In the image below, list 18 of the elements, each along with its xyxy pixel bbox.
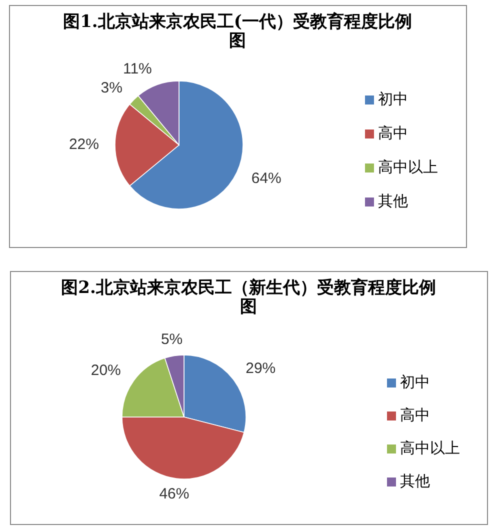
chart-title: 图2.北京站来京农民工（新生代）受教育程度比例图 xyxy=(61,277,436,317)
chart-title: 图1.北京站来京农民工(一代）受教育程度比例图 xyxy=(63,11,412,51)
data-label: 22% xyxy=(68,136,99,153)
legend-label: 高中 xyxy=(378,124,408,142)
data-label: 20% xyxy=(90,362,121,380)
legend-label: 其他 xyxy=(378,192,408,210)
legend-label: 初中 xyxy=(400,373,430,392)
data-label: 29% xyxy=(246,360,276,378)
data-label: 3% xyxy=(100,79,122,96)
data-label: 46% xyxy=(159,485,190,502)
legend-label: 其他 xyxy=(400,472,430,490)
data-label: 5% xyxy=(160,330,183,348)
data-label: 64% xyxy=(251,170,282,188)
data-label: 11% xyxy=(122,60,152,78)
legend-label: 高中 xyxy=(400,406,430,424)
legend-label: 高中以上 xyxy=(378,158,438,176)
legend-label: 高中以上 xyxy=(400,439,460,458)
legend-label: 初中 xyxy=(378,90,408,108)
